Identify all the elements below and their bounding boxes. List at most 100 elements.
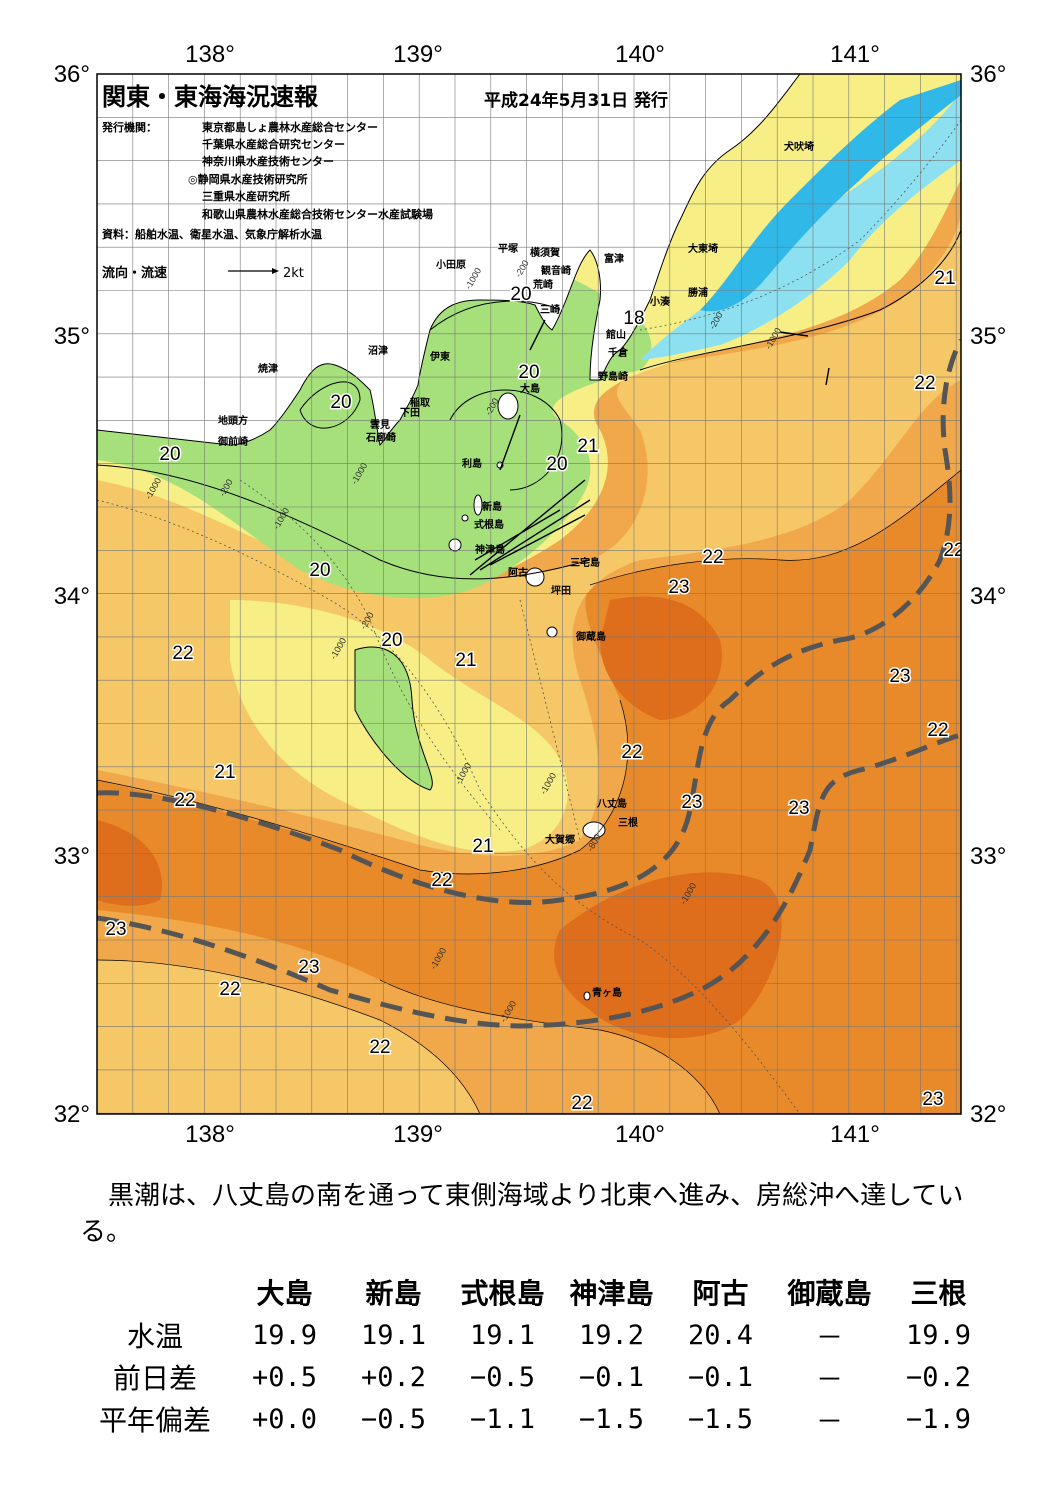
lon-label-bottom: 140° bbox=[615, 1121, 665, 1148]
temp-zone-24c bbox=[97, 820, 162, 906]
data-source: 資料：船舶水温、衛星水温、気象庁解析水温 bbox=[102, 227, 322, 241]
isotherm-thin-lines bbox=[97, 469, 961, 1114]
place-label: 利島 bbox=[462, 457, 482, 470]
isotherm-label: 22 bbox=[914, 373, 935, 394]
isotherm-label: 21 bbox=[214, 762, 235, 783]
isotherm-label: 22 bbox=[621, 742, 642, 763]
row-label: 水温 bbox=[126, 1320, 183, 1353]
place-label: 荒崎 bbox=[532, 278, 553, 291]
lat-label-left: 32° bbox=[54, 1101, 90, 1128]
place-label: 大東埼 bbox=[688, 242, 718, 255]
place-label: 坪田 bbox=[551, 584, 571, 597]
place-label: 地頭方 bbox=[218, 414, 248, 427]
lon-label-bottom: 139° bbox=[393, 1121, 443, 1148]
table-cell: +0.0 bbox=[251, 1403, 318, 1435]
isotherm-label: 23 bbox=[889, 666, 910, 687]
isotherm-label: 18 bbox=[623, 308, 644, 329]
temp-zone-21b bbox=[97, 960, 480, 1114]
issue-date: 平成24年5月31日 発行 bbox=[484, 90, 668, 111]
place-label: 下田 bbox=[400, 407, 420, 419]
lat-label-right: 35° bbox=[970, 323, 1006, 350]
column-header: 式根島 bbox=[460, 1277, 545, 1310]
table-corner bbox=[80, 1270, 230, 1314]
place-label: 三宅島 bbox=[570, 556, 600, 569]
temp-zone-21c bbox=[107, 560, 231, 722]
isotherm-label: 22 bbox=[172, 643, 193, 664]
isotherm-label: 20 bbox=[381, 630, 402, 651]
place-label: 三崎 bbox=[540, 303, 560, 316]
place-label: 小田原 bbox=[435, 258, 466, 271]
place-label: 沼津 bbox=[368, 344, 388, 357]
table-cell: － bbox=[816, 1364, 843, 1396]
place-label: 平塚 bbox=[498, 242, 518, 255]
place-label: 焼津 bbox=[258, 362, 278, 375]
table-cell: － bbox=[816, 1406, 843, 1438]
table-cell: −0.5 bbox=[469, 1361, 536, 1393]
isotherm-label: 20 bbox=[309, 560, 330, 581]
table-cell: −1.1 bbox=[469, 1403, 536, 1435]
table-cell: 19.9 bbox=[905, 1319, 972, 1351]
place-label: 大島 bbox=[520, 382, 540, 395]
table-header-row: 大島 新島 式根島 神津島 阿古 御蔵島 三根 bbox=[80, 1270, 993, 1314]
place-label: 八丈島 bbox=[596, 797, 627, 810]
lat-label-left: 34° bbox=[54, 583, 90, 610]
place-label: 御前崎 bbox=[217, 435, 248, 448]
place-label: 伊東 bbox=[429, 350, 450, 363]
temp-zone-18 bbox=[640, 90, 961, 360]
place-label: 観音崎 bbox=[541, 264, 571, 277]
lon-label-top: 138° bbox=[185, 41, 235, 68]
place-label: 犬吠埼 bbox=[784, 140, 814, 153]
isotherm-label: 22 bbox=[369, 1037, 390, 1058]
isotherm-label: 22 bbox=[174, 790, 195, 811]
place-label: 青ヶ島 bbox=[592, 986, 622, 999]
table-cell: +0.5 bbox=[251, 1361, 318, 1393]
table-cell: +0.2 bbox=[360, 1361, 427, 1393]
isotherm-label: 23 bbox=[105, 919, 126, 940]
temp-zone-24 bbox=[554, 872, 782, 1039]
lat-label-left: 35° bbox=[54, 323, 90, 350]
lon-label-bottom: 141° bbox=[830, 1121, 880, 1148]
publisher-item: 神奈川県水産技術センター bbox=[202, 154, 334, 168]
table-row: 平年偏差 +0.0 −0.5 −1.1 −1.5 −1.5 － −1.9 bbox=[80, 1398, 993, 1440]
place-label: 三根 bbox=[618, 816, 638, 829]
place-label: 神津島 bbox=[475, 543, 505, 556]
temp-zone-17 bbox=[700, 80, 961, 312]
place-label: 富津 bbox=[604, 252, 624, 265]
isotherm-label: 21 bbox=[472, 836, 493, 857]
kuroshio-axis bbox=[97, 338, 961, 1029]
place-label: 新島 bbox=[482, 500, 502, 513]
place-label: 館山 bbox=[605, 328, 626, 341]
current-legend-label: 流向・流速 bbox=[102, 265, 167, 281]
temp-zone-24b bbox=[600, 596, 722, 720]
isotherm-label: 20 bbox=[330, 392, 351, 413]
publisher-item: 三重県水産研究所 bbox=[202, 189, 290, 203]
table-row: 前日差 +0.5 +0.2 −0.5 −0.1 −0.1 － −0.2 bbox=[80, 1356, 993, 1398]
table-cell: 20.4 bbox=[687, 1319, 754, 1351]
isotherm-label: 23 bbox=[298, 957, 319, 978]
isotherm-label: 23 bbox=[668, 577, 689, 598]
island-niijima bbox=[473, 494, 483, 516]
place-label: 野島崎 bbox=[598, 370, 628, 383]
publisher-item: 千葉県水産総合研究センター bbox=[202, 137, 345, 151]
lat-label-right: 34° bbox=[970, 583, 1006, 610]
table-cell: 19.1 bbox=[360, 1319, 427, 1351]
place-label: 稲取 bbox=[410, 396, 431, 409]
table-cell: −1.5 bbox=[687, 1403, 754, 1435]
table-cell: 19.2 bbox=[578, 1319, 645, 1351]
place-label: 大賀郷 bbox=[545, 833, 575, 846]
lon-label-top: 140° bbox=[615, 41, 665, 68]
island-shikinejima bbox=[461, 514, 469, 522]
table-cell: −0.1 bbox=[687, 1361, 754, 1393]
table-cell: −1.5 bbox=[578, 1403, 645, 1435]
map-title: 関東・東海海況速報 bbox=[102, 83, 319, 111]
place-label: 式根島 bbox=[474, 518, 504, 531]
kuroshio-summary: 黒潮は、八丈島の南を通って東側海域より北東へ進み、房総沖へ達している。 bbox=[80, 1181, 964, 1247]
observation-table: 大島 新島 式根島 神津島 阿古 御蔵島 三根 水温 19.9 19.1 19.… bbox=[80, 1270, 993, 1440]
arrowhead-icon bbox=[272, 268, 279, 274]
lat-label-right: 32° bbox=[970, 1101, 1006, 1128]
island-miyakejima bbox=[525, 567, 545, 587]
isotherm-label: 23 bbox=[922, 1089, 943, 1110]
isotherm-label: 20 bbox=[546, 454, 567, 475]
table-cell: −0.2 bbox=[905, 1361, 972, 1393]
